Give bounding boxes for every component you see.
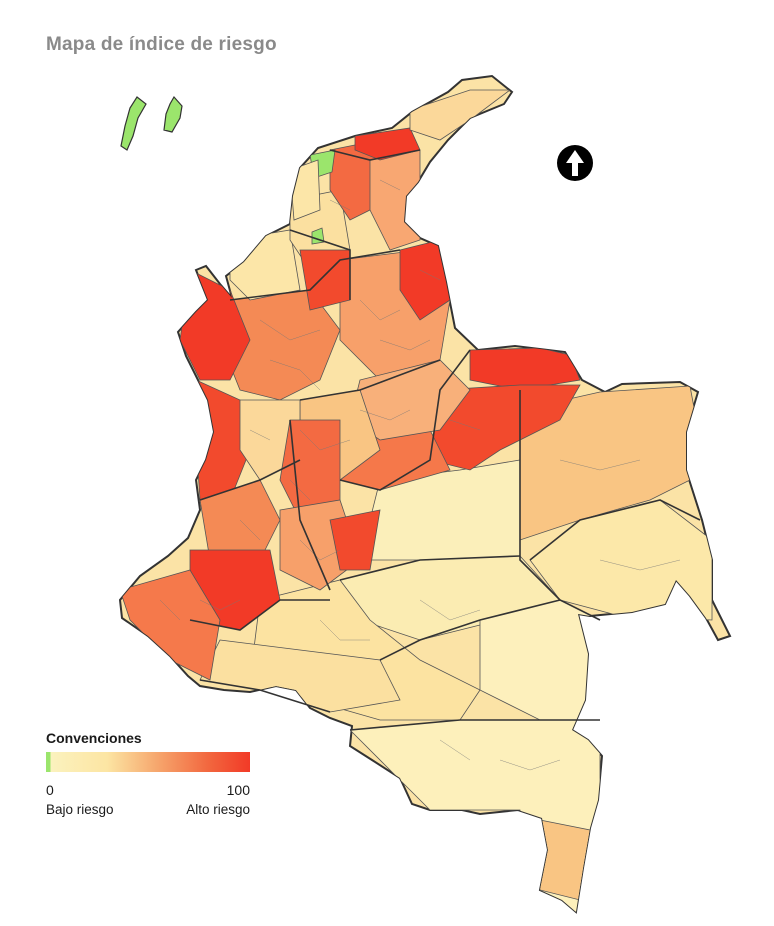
- department-borders: [189, 149, 701, 731]
- region-caqueta-west: [329, 509, 381, 571]
- region-bolivar-coast: [289, 159, 321, 221]
- region-cordoba: [229, 229, 301, 301]
- legend-title: Convenciones: [46, 730, 142, 746]
- region-narino: [120, 569, 221, 681]
- region-guajira-north: [409, 89, 512, 141]
- legend-ticks: 0 100: [46, 782, 250, 798]
- legend-high-label: Alto riesgo: [186, 802, 250, 817]
- legend-min: 0: [46, 782, 54, 798]
- page-title: Mapa de índice de riesgo: [46, 34, 277, 55]
- municipality-mosaic: [159, 179, 681, 771]
- island-san-andres: [120, 96, 147, 151]
- island-providencia: [163, 95, 183, 133]
- legend-color-ramp: [46, 752, 250, 772]
- legend-max: 100: [226, 782, 250, 798]
- region-amazonas-south: [539, 819, 591, 901]
- legend-low-label: Bajo riesgo: [46, 802, 114, 817]
- legend-labels: Bajo riesgo Alto riesgo: [46, 802, 250, 817]
- north-arrow-icon: [557, 145, 593, 181]
- region-guajira-south: [354, 127, 421, 161]
- risk-regions: [120, 89, 713, 912]
- legend: Convenciones 0 100 Bajo riesgo Alto ries…: [46, 730, 250, 817]
